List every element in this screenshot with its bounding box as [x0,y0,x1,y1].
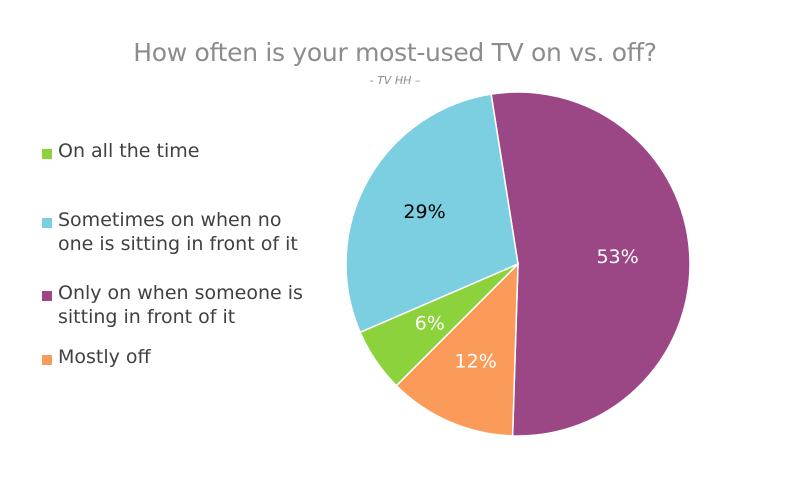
legend-item-sometimes-on: Sometimes on when no one is sitting in f… [42,208,298,256]
legend-swatch [42,149,52,159]
legend-label: Only on when someone is sitting in front… [58,282,303,328]
legend-swatch [42,291,52,301]
legend-item-on-all-the-time: On all the time [42,139,199,163]
pie-slice-2 [345,93,519,334]
pie-slice-3 [490,91,691,437]
legend-item-mostly-off: Mostly off [42,345,151,369]
pie-slice-4 [395,262,519,437]
slice-value-label: 29% [403,201,445,223]
legend-label: Mostly off [58,346,151,368]
legend-label: Sometimes on when no one is sitting in f… [58,209,298,255]
legend-swatch [42,218,52,228]
legend-swatch [42,355,52,365]
chart-subtitle: - TV HH – [369,74,421,87]
pie-slices [345,91,691,437]
slice-value-label: 53% [596,246,638,268]
legend-label: On all the time [58,140,200,162]
pie-labels: 53% 12% 6% 29% [403,201,638,372]
slice-value-label: 6% [415,312,445,334]
slice-value-label: 12% [455,350,497,372]
chart-title: How often is your most-used TV on vs. of… [133,38,657,67]
legend-item-only-on-when-someone: Only on when someone is sitting in front… [42,281,303,329]
